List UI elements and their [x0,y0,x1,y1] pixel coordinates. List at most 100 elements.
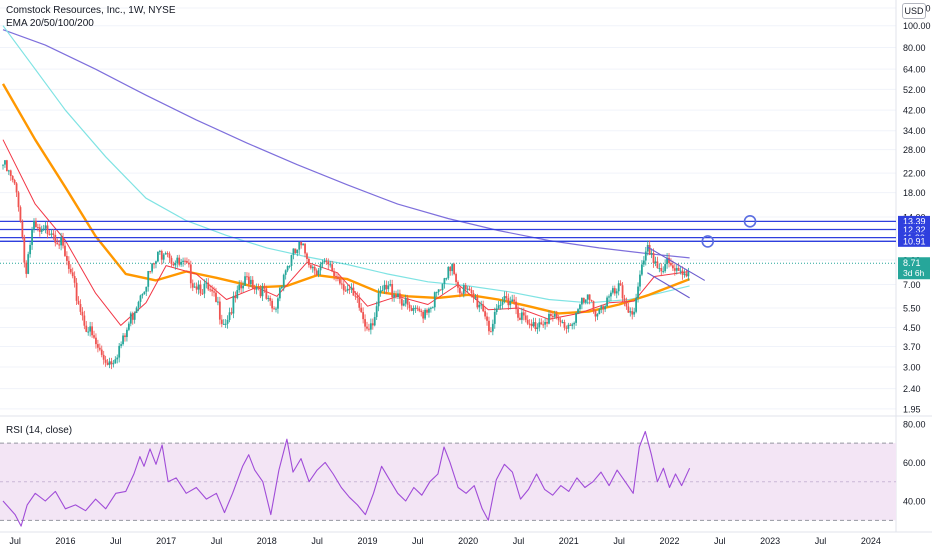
axes[interactable]: 120.00100.0080.0064.0052.0042.0034.0028.… [9,4,930,547]
candle-body [151,263,153,272]
candle-body [265,288,268,299]
candle-body [646,244,649,252]
level-label[interactable]: 10.91 [903,237,926,247]
candle-body [19,207,22,222]
candle-body [315,270,318,275]
candle-body [445,278,448,280]
candle-body [344,290,347,292]
candle-body [147,271,150,287]
marker-circle[interactable] [701,235,715,248]
candle-body [317,270,320,275]
trendline[interactable] [647,272,690,299]
trendlines[interactable] [647,246,705,299]
candle-body [670,262,672,266]
candle-body [503,296,506,302]
candle-body [73,276,76,283]
candle-body [75,282,78,301]
candle-body [639,274,641,287]
candle-body [273,308,275,310]
candle-body [255,287,258,290]
candle-body [606,297,608,307]
candle-body [230,312,233,314]
candle-body [422,311,425,319]
trendline[interactable] [647,246,705,281]
candle-body [286,266,289,271]
level-label-box[interactable] [898,223,930,235]
candle-body [217,301,219,303]
candle-body [122,335,124,345]
candle-body [309,265,312,269]
level-label-box[interactable] [898,235,930,247]
candle-body [460,293,463,295]
candle-body [69,268,72,273]
rsi-tick-label: 40.00 [903,497,926,507]
candle-body [129,313,132,324]
time-tick-label: 2021 [559,536,579,546]
time-tick-label: Jul [714,536,726,546]
candle-body [666,257,668,265]
candle-body [308,258,310,266]
rsi-tick-label: 60.00 [903,458,926,468]
candle-body [81,311,84,316]
candle-body [486,316,488,321]
candle-body [209,289,212,291]
candle-body [67,260,70,269]
level-label[interactable]: 13.39 [903,217,926,227]
candle-body [513,299,516,302]
markers[interactable] [701,215,757,248]
candle-body [484,311,486,317]
candle-body [300,242,303,246]
time-tick-label: 2019 [357,536,377,546]
candle-body [548,313,550,324]
currency-button[interactable]: USD [902,3,926,19]
candle-body [278,288,281,299]
candle-body [611,288,614,293]
candle-body [131,313,134,320]
price-tick-label: 3.70 [903,342,921,352]
candle-body [433,292,436,308]
candle-body [553,313,556,317]
level-label[interactable]: 12.32 [903,225,926,235]
candle-body [36,227,39,229]
candle-body [590,300,593,302]
rsi-tick-label: 80.00 [903,419,926,429]
candle-body [182,260,184,262]
candle-body [393,294,396,298]
price-tick-label: 2.40 [903,384,921,394]
candle-body [335,275,337,277]
candle-body [360,307,363,313]
level-label-box[interactable] [898,215,930,227]
candle-body [522,312,525,316]
candle-body [104,359,107,363]
candle-body [656,261,659,269]
candle-body [600,306,603,310]
marker-circle[interactable] [743,215,757,228]
candle-body [238,284,241,291]
candle-body [685,273,688,277]
candle-body [577,309,579,314]
horizontal-levels[interactable] [0,220,896,264]
candle-body [180,261,183,265]
candle-body [559,320,562,323]
candle-body [77,300,80,305]
candle-body [563,322,566,328]
candle-body [60,237,63,246]
candle-body [23,236,26,263]
time-tick-label: 2018 [257,536,277,546]
candle-body [98,347,101,350]
candle-body [431,307,434,309]
candle-body [515,301,517,310]
candle-body [476,297,479,308]
price-tick-label: 1.95 [903,404,921,414]
candle-body [369,323,372,330]
candles [2,159,690,370]
candle-body [247,276,250,284]
candle-body [635,297,638,312]
candle-body [4,160,6,165]
candle-body [139,295,142,302]
candle-body [509,301,512,306]
candle-body [596,314,599,317]
candle-body [439,289,442,291]
candle-body [519,317,521,320]
